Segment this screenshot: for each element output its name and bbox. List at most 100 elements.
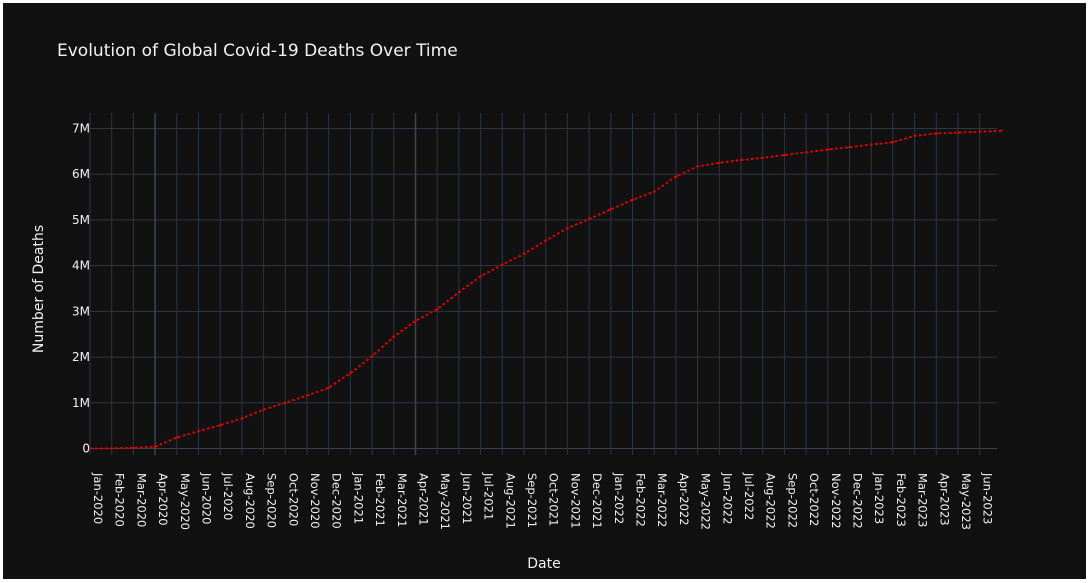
x-tick-label: Feb-2022 bbox=[634, 473, 648, 527]
data-point bbox=[349, 371, 352, 375]
x-tick-label: May-2022 bbox=[699, 473, 713, 530]
plot-area bbox=[90, 113, 997, 455]
x-axis-title: Date bbox=[527, 556, 560, 572]
data-point bbox=[870, 143, 873, 146]
x-tick-label: Jun-2023 bbox=[981, 472, 995, 524]
data-point bbox=[566, 227, 569, 230]
data-point bbox=[522, 252, 526, 255]
data-point bbox=[653, 190, 656, 193]
data-point bbox=[132, 446, 135, 449]
x-tick-label: Nov-2021 bbox=[568, 473, 582, 529]
x-tick-label: Feb-2021 bbox=[373, 473, 387, 527]
x-tick-label: Jan-2022 bbox=[612, 472, 626, 524]
x-tick-label: Jul-2022 bbox=[742, 472, 756, 520]
data-point bbox=[305, 394, 309, 397]
data-point bbox=[891, 141, 895, 144]
data-point bbox=[956, 131, 960, 134]
data-point bbox=[674, 175, 678, 178]
data-point bbox=[240, 417, 244, 420]
x-tick-label: Jan-2023 bbox=[872, 472, 886, 524]
x-tick-label: Aug-2021 bbox=[503, 473, 517, 529]
data-point bbox=[913, 134, 916, 137]
data-point bbox=[761, 156, 764, 159]
data-point bbox=[501, 263, 504, 266]
data-point bbox=[457, 291, 461, 294]
data-point bbox=[718, 161, 721, 164]
x-tick-label: Apr-2021 bbox=[417, 473, 431, 526]
y-tick-label: 7M bbox=[72, 122, 90, 136]
data-point bbox=[197, 429, 200, 433]
x-tick-label: Aug-2022 bbox=[764, 473, 778, 529]
x-tick-label: Dec-2021 bbox=[590, 473, 604, 529]
x-tick-label: Nov-2022 bbox=[829, 473, 843, 529]
x-tick-label: May-2020 bbox=[178, 473, 192, 530]
x-tick-label: Jan-2020 bbox=[91, 472, 105, 524]
data-point bbox=[587, 217, 591, 221]
data-point bbox=[153, 445, 157, 448]
data-point bbox=[327, 386, 330, 389]
x-tick-label: Jun-2021 bbox=[460, 472, 474, 524]
x-tick-label: Jul-2021 bbox=[482, 472, 496, 520]
data-point bbox=[284, 401, 287, 404]
x-tick-label: Feb-2023 bbox=[894, 473, 908, 527]
data-point bbox=[696, 165, 699, 168]
x-tick-label: Jun-2020 bbox=[200, 472, 214, 524]
data-point bbox=[826, 148, 829, 151]
x-tick-label: Mar-2022 bbox=[655, 473, 669, 527]
data-point bbox=[935, 132, 938, 135]
data-point bbox=[414, 319, 417, 323]
x-tick-label: Jul-2020 bbox=[221, 472, 235, 520]
x-tick-label: Sep-2020 bbox=[265, 473, 279, 528]
x-tick-label: Nov-2020 bbox=[308, 473, 322, 529]
data-point bbox=[88, 447, 92, 450]
x-tick-label: Oct-2021 bbox=[547, 473, 561, 526]
grid-lines bbox=[89, 113, 997, 455]
data-point bbox=[631, 198, 634, 201]
y-tick-label: 4M bbox=[72, 259, 90, 273]
x-tick-label: Mar-2023 bbox=[916, 473, 930, 527]
y-tick-label: 3M bbox=[72, 304, 90, 318]
data-point bbox=[544, 239, 547, 242]
x-tick-label: Oct-2020 bbox=[286, 473, 300, 526]
data-point bbox=[262, 408, 265, 411]
y-tick-label: 1M bbox=[72, 396, 90, 410]
x-tick-label: Sep-2022 bbox=[785, 473, 799, 528]
data-point bbox=[392, 335, 395, 338]
y-tick-label: 5M bbox=[72, 213, 90, 227]
data-point bbox=[175, 436, 178, 439]
x-tick-label: Mar-2021 bbox=[395, 473, 409, 527]
data-point bbox=[804, 151, 808, 154]
x-tick-label: May-2023 bbox=[959, 473, 973, 530]
x-tick-label: Feb-2020 bbox=[113, 473, 127, 527]
x-tick-label: Dec-2020 bbox=[330, 473, 344, 529]
x-tick-label: Sep-2021 bbox=[525, 473, 539, 528]
data-point bbox=[609, 208, 612, 211]
y-tick-label: 0 bbox=[82, 442, 90, 456]
data-point bbox=[370, 355, 374, 358]
y-tick-label: 6M bbox=[72, 167, 90, 181]
data-point bbox=[739, 158, 743, 162]
data-point bbox=[110, 447, 113, 450]
data-point bbox=[1000, 129, 1003, 132]
series-line-layer bbox=[88, 129, 1003, 450]
data-point bbox=[219, 424, 222, 427]
chart-title: Evolution of Global Covid-19 Deaths Over… bbox=[57, 41, 458, 61]
x-tick-label: Aug-2020 bbox=[243, 473, 257, 529]
x-tick-label: Oct-2022 bbox=[807, 473, 821, 526]
y-tick-labels: 0 1M 2M 3M 4M 5M 6M 7M bbox=[72, 122, 90, 456]
x-tick-label: May-2021 bbox=[438, 473, 452, 530]
y-tick-label: 2M bbox=[72, 350, 90, 364]
y-axis-title: Number of Deaths bbox=[31, 225, 47, 353]
x-tick-label: Apr-2023 bbox=[937, 473, 951, 526]
x-tick-label: Mar-2020 bbox=[134, 473, 148, 527]
data-point bbox=[848, 146, 851, 149]
data-point bbox=[436, 307, 439, 311]
x-tick-label: Dec-2022 bbox=[851, 473, 865, 529]
x-tick-label: Jun-2022 bbox=[720, 472, 734, 524]
x-tick-label: Apr-2020 bbox=[156, 473, 170, 526]
x-tick-labels: Jan-2020 Feb-2020 Mar-2020 Apr-2020 May-2020… bbox=[91, 472, 995, 530]
x-tick-label: Jan-2021 bbox=[351, 472, 365, 524]
data-point bbox=[978, 130, 981, 133]
data-point bbox=[783, 153, 786, 157]
